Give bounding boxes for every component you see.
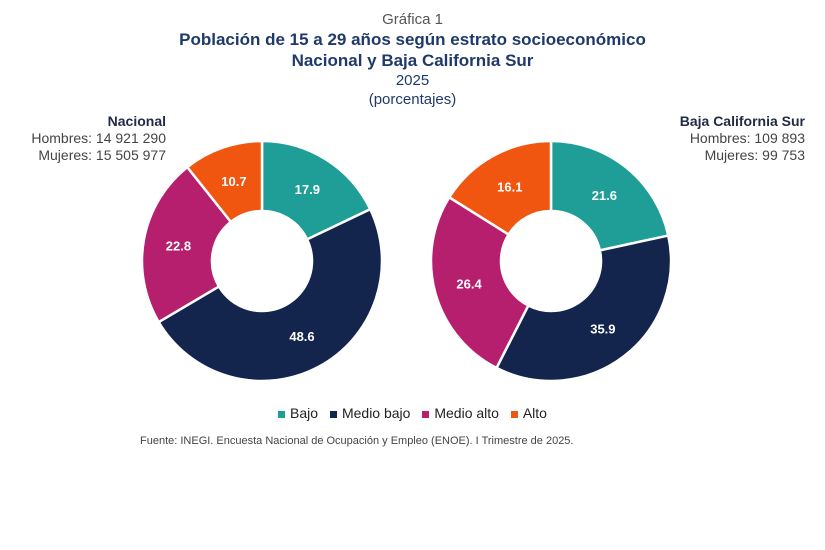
legend-swatch-medio-bajo [329,410,337,418]
slice-bcs-alto [447,139,553,237]
chart-year: 2025 [395,72,430,89]
mujeres-nacional: Mujeres: 15 505 977 [38,147,166,163]
chart-title-line1: Población de 15 a 29 años según estrato … [179,30,646,49]
slice-nacional-medio-alto [140,165,233,324]
slice-label-bcs-bajo: 21.6 [592,188,617,203]
legend-swatch-bajo [278,410,286,418]
legend-swatch-alto [510,410,518,418]
slice-bcs-medio-bajo [494,234,673,383]
slice-label-nacional-medio-bajo: 48.6 [289,329,314,344]
slice-label-bcs-medio-alto: 26.4 [456,277,482,292]
legend-label-medio-bajo: Medio bajo [341,405,411,421]
donut-bcs: 21.6 35.9 26.4 16.1 [429,139,673,383]
mujeres-bcs: Mujeres: 99 753 [704,147,805,163]
legend-label-alto: Alto [522,405,547,421]
donut-nacional: 17.9 48.6 22.8 10.7 [140,139,384,383]
slice-nacional-bajo [260,139,372,242]
legend-item-alto: Alto [510,405,547,421]
slice-label-nacional-alto: 10.7 [221,174,246,189]
panel-info-nacional: Nacional Hombres: 14 921 290 Mujeres: 15… [8,113,166,164]
legend-label-bajo: Bajo [290,405,319,421]
slice-nacional-medio-bajo [156,207,384,383]
legend-label-medio-alto: Medio alto [434,405,499,421]
slice-label-nacional-medio-alto: 22.8 [166,239,191,254]
source-note: Fuente: INEGI. Encuesta Nacional de Ocup… [140,435,574,447]
slice-label-nacional-bajo: 17.9 [295,182,320,197]
legend-swatch-medio-alto [422,410,430,418]
slice-label-bcs-alto: 16.1 [497,180,522,195]
legend-item-medio-bajo: Medio bajo [329,405,411,421]
slice-bcs-medio-alto [429,195,530,370]
panel-name-nacional: Nacional [107,113,166,129]
hombres-bcs: Hombres: 109 893 [689,130,805,146]
hombres-nacional: Hombres: 14 921 290 [31,130,166,146]
chart-titles: Gráfica 1 Población de 15 a 29 años segú… [0,10,825,109]
figure-label: Gráfica 1 [382,11,443,28]
slice-label-bcs-medio-bajo: 35.9 [590,321,615,336]
panel-name-bcs: Baja California Sur [679,113,805,129]
chart-unit: (porcentajes) [368,91,457,108]
legend: Bajo Medio bajo Medio alto Alto [0,405,825,421]
chart-title-line2: Nacional y Baja California Sur [291,51,534,70]
slice-bcs-bajo [549,139,670,252]
slice-nacional-alto [185,139,264,224]
legend-item-bajo: Bajo [278,405,318,421]
legend-item-medio-alto: Medio alto [422,405,499,421]
panel-info-bcs: Baja California Sur Hombres: 109 893 Muj… [625,113,805,164]
